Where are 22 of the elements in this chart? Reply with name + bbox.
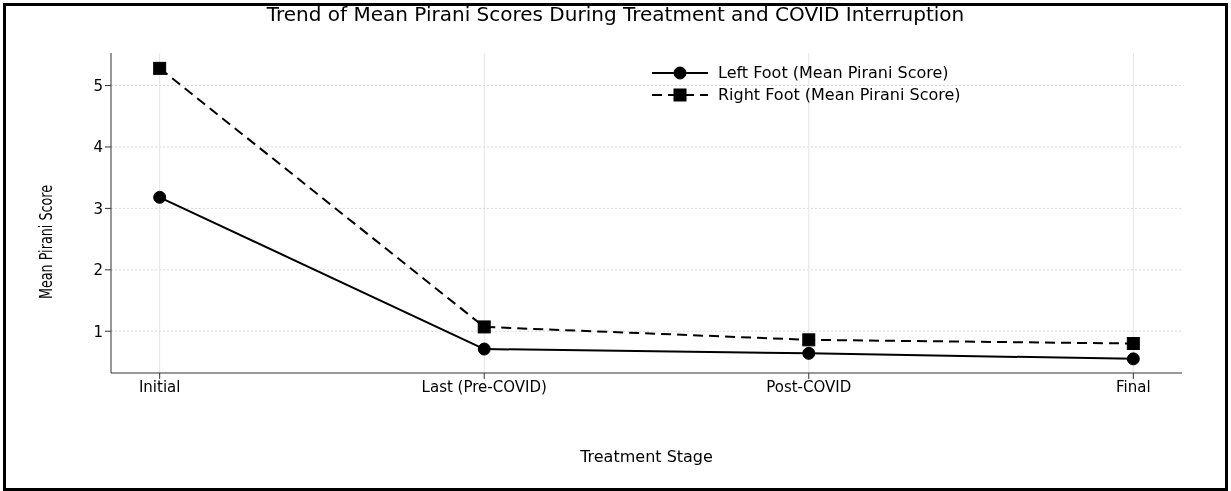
point (153, 190, 167, 204)
y-tick-label: 1 (93, 322, 103, 341)
legend-label: Right Foot (Mean Pirani Score) (718, 84, 961, 106)
y-axis-title: Mean Pirani Score (36, 184, 56, 300)
legend-label: Left Foot (Mean Pirani Score) (718, 62, 949, 84)
x-axis-title: Treatment Stage (579, 447, 714, 466)
x-tick-label: Post-COVID (766, 377, 852, 396)
point (1126, 352, 1140, 366)
y-tick-label: 3 (93, 199, 103, 218)
point (477, 320, 491, 334)
point (153, 61, 167, 75)
point (1126, 337, 1140, 351)
y-tick-label: 4 (93, 138, 103, 157)
x-tick-label: Initial (138, 377, 181, 396)
point (802, 346, 816, 360)
point (802, 333, 816, 347)
x-tick-label: Final (1116, 377, 1151, 396)
x-tick-label: Last (Pre-COVID) (421, 377, 547, 396)
point (477, 342, 491, 356)
chart-title: Trend of Mean Pirani Scores During Treatment and COVID Interruption (265, 2, 966, 26)
y-tick-label: 5 (93, 76, 103, 95)
y-tick-label: 2 (93, 261, 103, 280)
